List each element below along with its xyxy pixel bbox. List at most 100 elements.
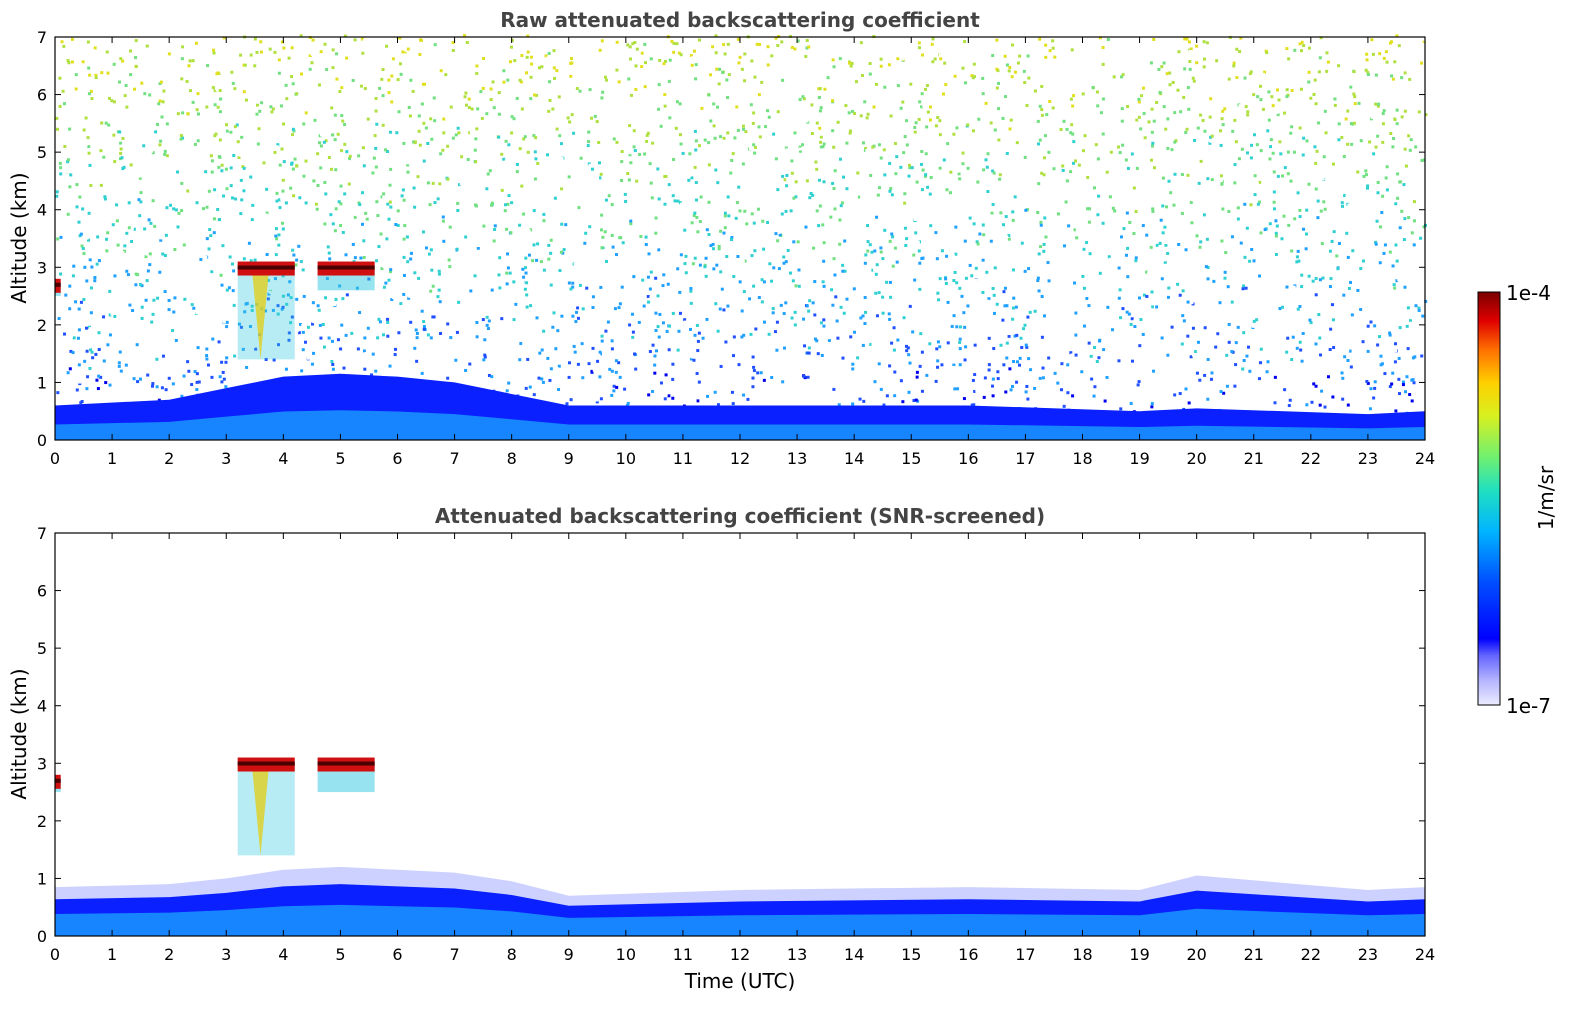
noise-pixel: [887, 63, 891, 67]
noise-pixel: [1162, 272, 1166, 276]
noise-pixel: [84, 142, 88, 146]
noise-pixel: [1305, 208, 1309, 212]
noise-pixel: [1118, 288, 1122, 292]
noise-pixel: [1165, 205, 1169, 209]
noise-pixel: [357, 154, 361, 158]
noise-pixel: [409, 78, 413, 82]
noise-pixel: [266, 278, 270, 282]
noise-pixel: [1184, 387, 1188, 391]
noise-pixel: [1272, 190, 1276, 194]
noise-pixel: [335, 52, 339, 56]
noise-pixel: [1369, 117, 1373, 121]
noise-pixel: [483, 338, 487, 342]
noise-pixel: [83, 68, 87, 72]
noise-pixel: [289, 75, 293, 79]
noise-pixel: [218, 64, 222, 68]
noise-pixel: [1275, 272, 1279, 276]
noise-pixel: [1124, 253, 1128, 257]
noise-pixel: [428, 203, 432, 207]
noise-pixel: [1310, 361, 1314, 365]
noise-pixel: [523, 135, 527, 139]
noise-pixel: [709, 73, 713, 77]
noise-pixel: [838, 242, 842, 246]
noise-pixel: [1186, 86, 1190, 90]
noise-pixel: [1338, 384, 1342, 388]
noise-pixel: [1296, 307, 1300, 311]
noise-pixel: [1316, 380, 1320, 384]
noise-pixel: [1198, 147, 1202, 151]
noise-pixel: [511, 236, 515, 240]
noise-pixel: [947, 402, 951, 406]
noise-pixel: [522, 137, 526, 141]
noise-pixel: [433, 43, 437, 47]
noise-pixel: [112, 62, 116, 66]
noise-pixel: [294, 263, 298, 267]
noise-pixel: [908, 166, 912, 170]
noise-pixel: [540, 377, 544, 381]
noise-pixel: [442, 354, 446, 358]
noise-pixel: [935, 347, 939, 351]
noise-pixel: [404, 122, 408, 126]
noise-pixel: [181, 111, 185, 115]
noise-pixel: [701, 336, 705, 340]
noise-pixel: [148, 93, 152, 97]
noise-pixel: [952, 132, 956, 136]
noise-pixel: [777, 230, 781, 234]
noise-pixel: [759, 361, 763, 365]
noise-pixel: [649, 57, 653, 61]
noise-pixel: [1102, 386, 1106, 390]
noise-pixel: [960, 184, 964, 188]
noise-pixel: [602, 134, 606, 138]
noise-pixel: [1402, 238, 1406, 242]
noise-pixel: [413, 271, 417, 275]
noise-pixel: [859, 41, 863, 45]
noise-pixel: [1026, 87, 1030, 91]
noise-pixel: [1373, 380, 1377, 384]
noise-pixel: [647, 290, 651, 294]
noise-pixel: [837, 138, 841, 142]
noise-pixel: [1081, 149, 1085, 153]
noise-pixel: [430, 212, 434, 216]
noise-pixel: [409, 257, 413, 261]
noise-pixel: [981, 290, 985, 294]
noise-pixel: [158, 270, 162, 274]
noise-pixel: [702, 170, 706, 174]
noise-pixel: [1329, 277, 1333, 281]
noise-pixel: [1064, 229, 1068, 233]
noise-pixel: [810, 106, 814, 110]
noise-pixel: [907, 390, 911, 394]
noise-pixel: [1134, 210, 1138, 214]
noise-pixel: [917, 347, 921, 351]
noise-pixel: [530, 62, 534, 66]
noise-pixel: [205, 354, 209, 358]
noise-pixel: [447, 197, 451, 201]
noise-pixel: [756, 371, 760, 375]
noise-pixel: [1313, 145, 1317, 149]
noise-pixel: [874, 291, 878, 295]
noise-pixel: [251, 344, 255, 348]
noise-pixel: [1066, 363, 1070, 367]
noise-pixel: [444, 193, 448, 197]
noise-pixel: [71, 234, 75, 238]
noise-pixel: [131, 309, 135, 313]
noise-pixel: [113, 118, 117, 122]
noise-pixel: [1253, 133, 1257, 137]
noise-pixel: [506, 78, 510, 82]
noise-pixel: [134, 56, 138, 60]
noise-pixel: [601, 90, 605, 94]
noise-pixel: [634, 338, 638, 342]
noise-pixel: [450, 347, 454, 351]
noise-pixel: [769, 380, 773, 384]
noise-pixel: [814, 160, 818, 164]
noise-pixel: [486, 67, 490, 71]
noise-pixel: [1298, 42, 1302, 46]
noise-pixel: [325, 68, 329, 72]
noise-pixel: [535, 40, 539, 44]
noise-pixel: [766, 45, 770, 49]
noise-pixel: [670, 279, 674, 283]
noise-pixel: [571, 314, 575, 318]
noise-pixel: [559, 48, 563, 52]
noise-pixel: [415, 68, 419, 72]
noise-pixel: [566, 299, 570, 303]
noise-pixel: [903, 135, 907, 139]
